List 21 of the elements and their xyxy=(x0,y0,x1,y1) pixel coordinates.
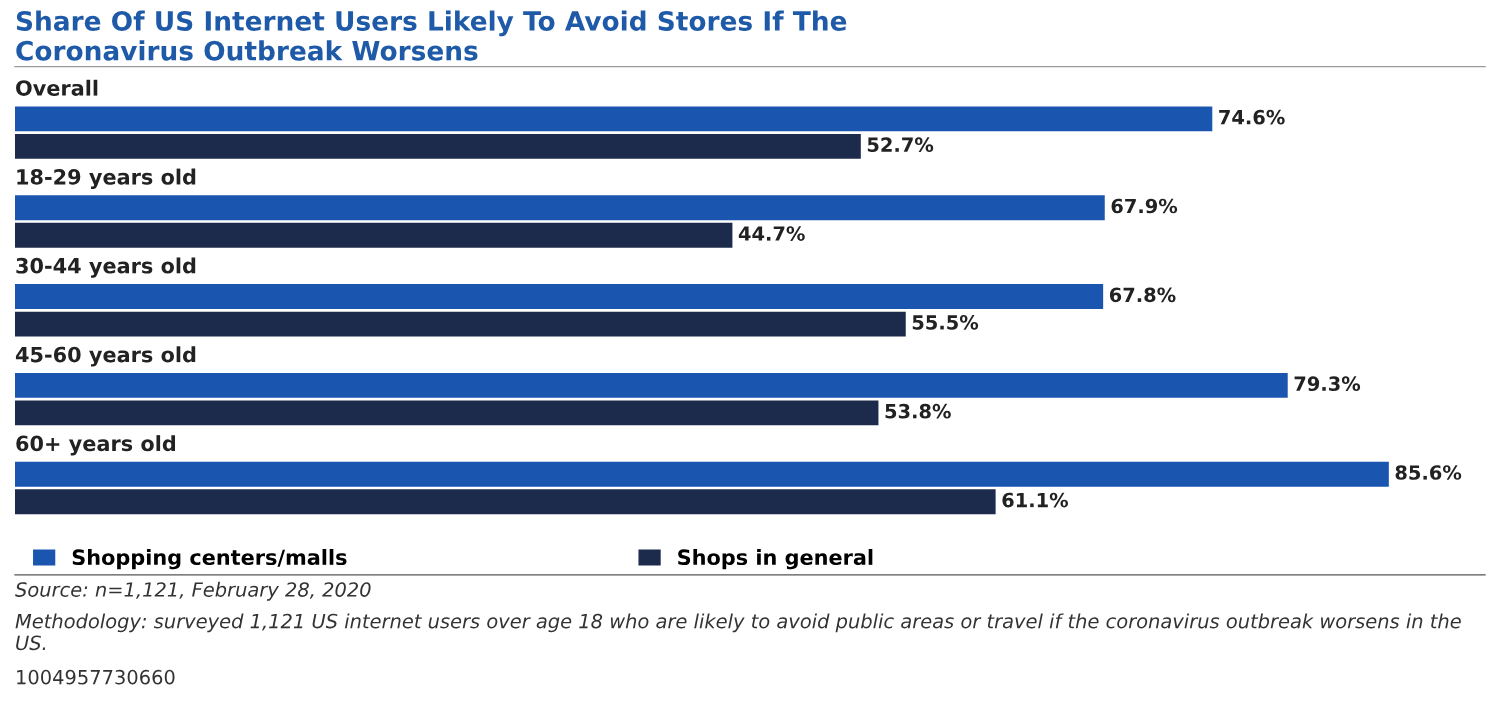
text: Methodology: surveyed 1,121 US internet users over age 18 who are likely to avoid public areas or travel if the coronavirus outbreak worsens in the US. xyxy=(15,613,1461,651)
y-tick-label: 60+ years old xyxy=(16,435,176,456)
y-tick-label: 18-29 years old xyxy=(17,168,196,189)
data-label: 52.7% xyxy=(867,137,934,153)
y-tick-label: 45-60 years old xyxy=(15,346,196,367)
data-label: 67.8% xyxy=(1109,287,1176,303)
data-label: 85.6% xyxy=(1395,465,1462,480)
data-label: 44.7% xyxy=(738,226,805,241)
y-tick-label: Overall xyxy=(16,79,98,96)
legend-label: Shopping centers/malls xyxy=(72,548,347,570)
text: 1004957730660 xyxy=(17,669,175,685)
data-label: 53.8% xyxy=(885,403,951,419)
chart-title: Share Of US Internet Users Likely To Avoid Stores If The Coronavirus Outbreak Worsens xyxy=(16,10,847,61)
legend-label: Shops in general xyxy=(678,548,873,570)
data-label: 79.3% xyxy=(1294,376,1361,392)
data-label: 74.6% xyxy=(1219,109,1285,125)
y-tick-label: 30-44 years old xyxy=(16,257,196,278)
data-label: 67.9% xyxy=(1111,198,1178,214)
source-note: Source: n=1,121, February 28, 2020 xyxy=(15,581,371,601)
data-label: 61.1% xyxy=(1002,492,1069,508)
data-label: 55.5% xyxy=(912,315,979,330)
